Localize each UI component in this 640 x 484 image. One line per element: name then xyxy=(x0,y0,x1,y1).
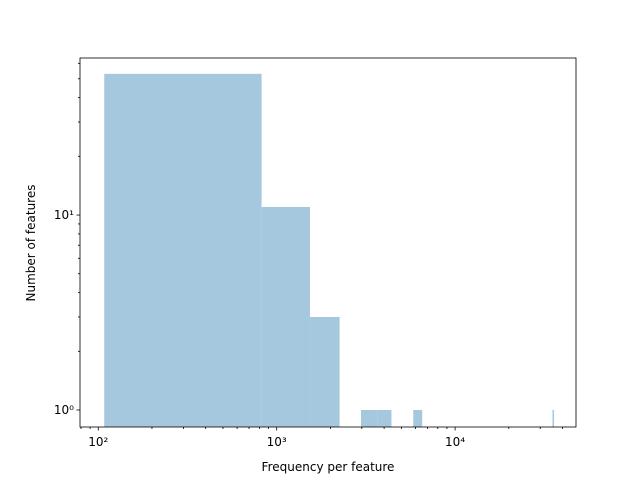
bar xyxy=(104,73,262,427)
bar xyxy=(261,206,311,427)
y-tick-label: 10¹ xyxy=(54,208,74,222)
y-axis-label: Number of features xyxy=(24,185,38,302)
x-tick-label: 10⁴ xyxy=(445,435,465,449)
x-tick-label: 10² xyxy=(88,435,108,449)
bar xyxy=(310,316,340,427)
bar xyxy=(413,409,423,427)
bar xyxy=(360,409,378,427)
bar xyxy=(552,409,555,427)
axes-frame xyxy=(79,57,577,428)
y-tick-label: 10⁰ xyxy=(54,403,74,417)
bar xyxy=(377,409,392,427)
x-tick-label: 10³ xyxy=(267,435,287,449)
x-axis-label: Frequency per feature xyxy=(262,460,395,474)
